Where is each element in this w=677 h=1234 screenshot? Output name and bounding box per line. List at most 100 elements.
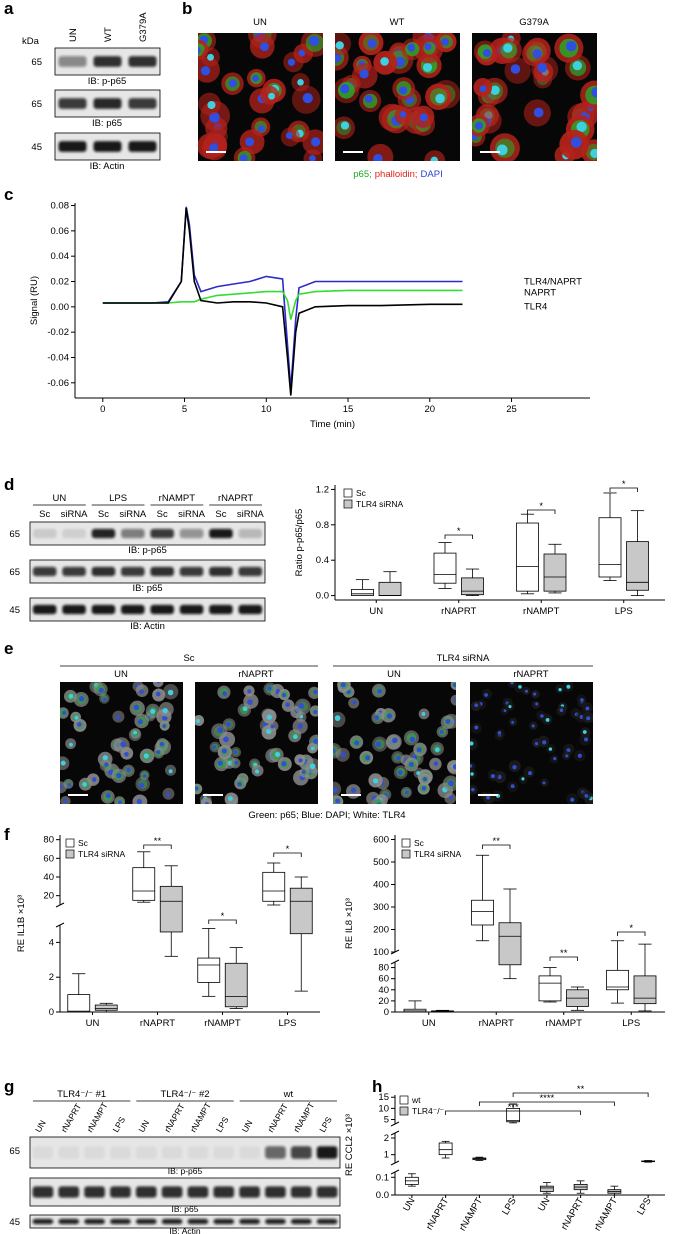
blot-band — [239, 1218, 260, 1225]
group-label: wt — [283, 1089, 294, 1100]
x-tick-label: 25 — [506, 404, 517, 415]
nucleus — [159, 741, 165, 747]
blot-band — [265, 1146, 286, 1159]
nucleus — [435, 93, 445, 104]
box — [538, 975, 562, 1002]
image-title: rNAPRT — [513, 669, 548, 680]
nucleus — [474, 725, 479, 730]
blot-band — [213, 1186, 235, 1198]
nucleus — [470, 741, 474, 746]
legend-label: Sc — [78, 838, 89, 848]
nucleus — [510, 64, 521, 74]
nucleus — [518, 685, 522, 689]
y-tick-label: 10 — [378, 1103, 389, 1114]
nucleus — [223, 736, 229, 743]
nucleus — [510, 682, 514, 685]
nucleus — [490, 774, 495, 779]
x-tick-label: UN — [422, 1018, 436, 1029]
y-tick-label: 15 — [378, 1092, 389, 1103]
y-axis-label: RE CCL2 ×10³ — [344, 1114, 355, 1176]
lane-label: rNAMPT — [188, 1101, 213, 1134]
significance-label: * — [221, 911, 225, 922]
nucleus — [474, 703, 479, 708]
mw-marker: 65 — [9, 1146, 20, 1157]
nucleus — [98, 687, 104, 693]
y-tick-label: -0.02 — [47, 327, 69, 338]
box — [197, 957, 221, 983]
nucleus — [102, 755, 108, 761]
nucleus — [204, 802, 209, 804]
micrograph — [472, 33, 597, 161]
box — [289, 887, 313, 935]
blot-band — [135, 1146, 157, 1159]
antibody-label: IB: Actin — [90, 161, 125, 172]
significance-label: ** — [493, 836, 501, 847]
micrograph — [198, 33, 323, 161]
nucleus — [62, 710, 67, 715]
legend-swatch — [65, 849, 75, 859]
y-tick-label: 200 — [373, 925, 389, 936]
significance-label: * — [457, 526, 461, 537]
blot-band — [187, 1146, 209, 1159]
y-tick-label: 0.4 — [316, 555, 329, 566]
lane-label: UN — [136, 1118, 151, 1134]
nucleus — [333, 787, 338, 793]
box — [433, 552, 457, 584]
nucleus — [60, 784, 63, 789]
nucleus — [576, 121, 587, 133]
nucleus — [511, 720, 515, 724]
nucleus — [260, 42, 269, 52]
nucleus — [566, 748, 571, 753]
cell — [200, 797, 213, 804]
nucleus — [392, 737, 398, 744]
nucleus — [222, 691, 228, 696]
blot-band — [93, 98, 122, 109]
x-tick-label: rNAMPT — [546, 1018, 583, 1029]
nucleus — [139, 689, 144, 694]
image-title: G379A — [519, 17, 549, 28]
box — [598, 517, 622, 578]
mw-marker: 45 — [9, 1217, 20, 1228]
cell — [152, 682, 164, 688]
y-tick-label: 60 — [378, 974, 389, 985]
nucleus — [386, 713, 393, 719]
nucleus — [590, 148, 597, 158]
nucleus — [116, 772, 122, 779]
y-tick-label: 500 — [373, 857, 389, 868]
nucleus — [217, 760, 223, 766]
lane-label: Sc — [157, 509, 168, 520]
box — [461, 577, 484, 596]
image-caption: Green: p65; Blue: DAPI; White: TLR4 — [248, 810, 405, 821]
nucleus — [150, 708, 156, 714]
nucleus — [396, 756, 401, 761]
blot-band — [209, 566, 233, 577]
nucleus — [212, 745, 216, 750]
antibody-label: IB: p-p65 — [88, 76, 127, 87]
y-axis-label: Ratio p-p65/p65 — [294, 509, 305, 577]
nucleus — [399, 111, 407, 118]
significance-label: *** — [508, 1102, 519, 1113]
blot-band — [135, 1186, 157, 1198]
nucleus — [287, 58, 296, 66]
box — [438, 1142, 453, 1156]
blot — [29, 597, 266, 622]
axis-break — [390, 1130, 400, 1136]
nucleus — [482, 48, 491, 58]
nucleus — [490, 85, 500, 95]
box — [606, 969, 629, 991]
antibody-label: IB: Actin — [130, 621, 165, 632]
nucleus — [398, 86, 408, 95]
blot-band — [58, 141, 87, 152]
nucleus — [364, 94, 373, 103]
nucleus — [521, 777, 525, 781]
nucleus — [540, 714, 544, 718]
nucleus — [453, 697, 456, 702]
legend-label: wt — [411, 1095, 421, 1105]
nucleus — [207, 100, 216, 110]
y-tick-label: 2 — [49, 972, 54, 983]
y-tick-label: 80 — [378, 963, 389, 974]
y-tick-label: -0.04 — [47, 352, 69, 363]
lane-label: WT — [103, 27, 114, 42]
nucleus — [397, 770, 403, 775]
blot-band — [209, 604, 233, 615]
